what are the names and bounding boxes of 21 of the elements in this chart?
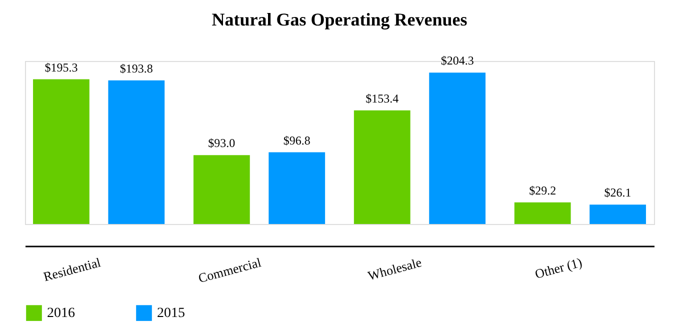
data-label: $195.3: [44, 60, 78, 74]
chart-title: Natural Gas Operating Revenues: [212, 10, 468, 30]
bar: [268, 152, 326, 224]
bar: [354, 110, 410, 224]
legend-label: 2016: [47, 306, 75, 322]
data-label: $26.1: [604, 186, 632, 200]
bar: [514, 202, 571, 224]
data-label: $193.8: [120, 61, 153, 76]
bar: [590, 204, 646, 224]
data-label: $153.4: [366, 91, 399, 106]
x-tick-label: Wholesale: [366, 254, 424, 284]
data-label: $96.8: [283, 133, 310, 148]
bar: [33, 79, 90, 224]
legend-label: 2015: [157, 306, 185, 322]
data-label: $93.0: [208, 136, 236, 150]
bar: [193, 155, 250, 224]
x-tick-label: Other (1): [533, 254, 584, 282]
bar: [429, 72, 486, 224]
bar: [108, 80, 165, 224]
data-label: $204.3: [440, 54, 474, 68]
data-label: $29.2: [529, 183, 556, 198]
